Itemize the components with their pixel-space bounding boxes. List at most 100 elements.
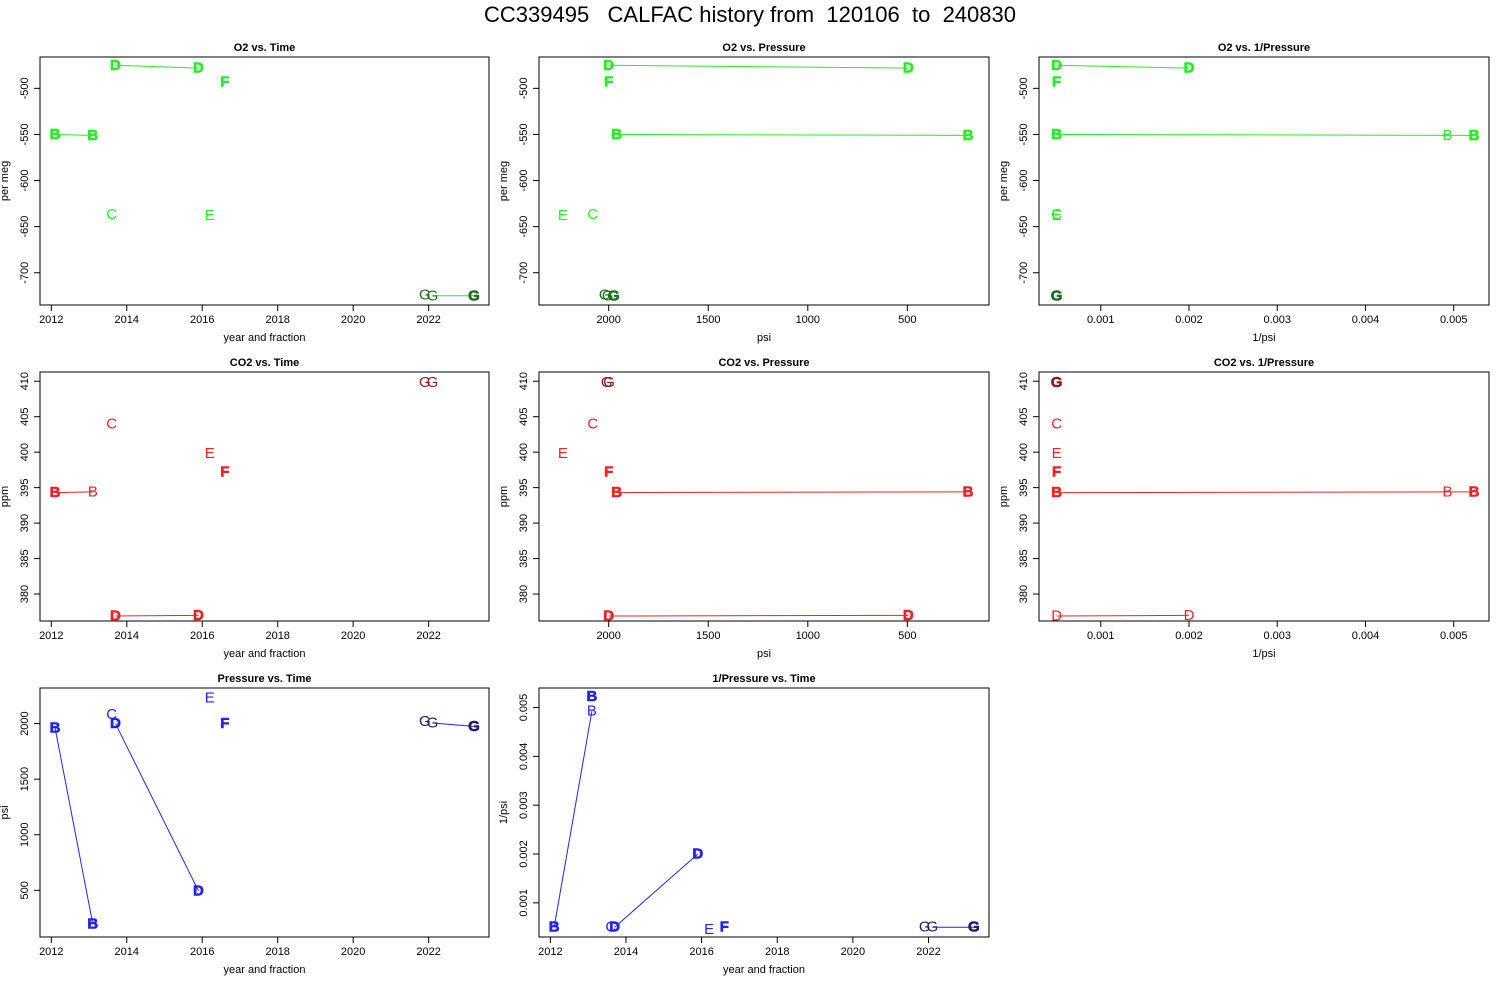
data-point: B — [1051, 484, 1062, 501]
y-tick-label: 400 — [1018, 443, 1030, 461]
series-line — [1056, 491, 1475, 494]
data-point: F — [220, 73, 229, 90]
panel-3: O2 vs. 1/Pressure 0.001 0.002 0.003 0.004 0.0… — [998, 42, 1490, 344]
data-point: B — [87, 916, 98, 933]
panel-6: CO2 vs. 1/Pressure 0.001 0.002 0.003 0.004 0.… — [998, 357, 1490, 660]
y-tick-label: 0.005 — [518, 694, 530, 722]
data-point: G — [926, 919, 938, 936]
data-point: D — [692, 846, 703, 863]
x-tick-label: 0.003 — [1263, 630, 1291, 642]
y-axis-label: ppm — [998, 486, 1010, 507]
x-tick-label: 2012 — [538, 946, 562, 958]
y-tick-label: 385 — [1018, 549, 1030, 567]
data-point: G — [601, 374, 613, 391]
x-tick-label: 0.005 — [1440, 630, 1468, 642]
panel-7: Pressure vs. Time 2012 2014 2016 2018 2020 202… — [0, 673, 490, 976]
data-point: D — [1184, 607, 1195, 624]
data-point: B — [611, 126, 622, 143]
data-point: F — [1052, 73, 1061, 90]
plot-frame — [538, 371, 990, 622]
data-point: B — [549, 919, 560, 936]
plot-frame — [39, 371, 490, 622]
plot-frame — [538, 687, 990, 938]
y-axis-label: ppm — [0, 486, 11, 507]
y-tick-label: -500 — [19, 77, 31, 99]
series-line — [1056, 64, 1190, 69]
y-tick-label: 410 — [518, 372, 530, 390]
x-tick-label: 2014 — [614, 946, 638, 958]
data-point: D — [1184, 60, 1195, 77]
series-line — [608, 64, 909, 69]
x-tick-label: 2012 — [39, 946, 63, 958]
panel-2: O2 vs. Pressure 2000 1500 1000 500 -500 -550 -6… — [498, 42, 990, 344]
data-point: D — [609, 919, 620, 936]
series-line — [115, 64, 199, 69]
series-line — [1056, 133, 1475, 136]
y-tick-label: -650 — [19, 216, 31, 238]
series-line — [115, 723, 199, 892]
data-point: B — [1051, 126, 1062, 143]
y-tick-label: 0.004 — [518, 743, 530, 771]
y-tick-label: -600 — [518, 170, 530, 192]
y-tick-label: -550 — [518, 123, 530, 145]
y-tick-label: 380 — [1018, 585, 1030, 603]
y-tick-label: -600 — [19, 170, 31, 192]
x-tick-label: 2022 — [416, 630, 440, 642]
panel-title: 1/Pressure vs. Time — [712, 673, 815, 685]
data-point: G — [968, 919, 980, 936]
data-point: G — [1051, 374, 1063, 391]
data-point: B — [50, 484, 61, 501]
data-point: C — [605, 919, 616, 936]
data-point: G — [427, 715, 439, 732]
series-line — [616, 491, 969, 494]
x-tick-label: 1500 — [696, 314, 720, 326]
data-point: D — [110, 57, 121, 74]
data-point: D — [193, 60, 204, 77]
data-point: G — [608, 287, 620, 304]
data-point: G — [427, 287, 439, 304]
x-tick-label: 1000 — [796, 630, 820, 642]
x-tick-label: 2014 — [115, 630, 139, 642]
x-tick-label: 2018 — [265, 630, 289, 642]
series-line — [55, 133, 93, 136]
data-point: B — [587, 702, 597, 719]
data-point: G — [419, 374, 431, 391]
data-point: F — [220, 464, 229, 481]
panel-4: CO2 vs. Time 2012 2014 2016 2018 2020 2022 380 3… — [0, 357, 490, 660]
y-tick-label: 380 — [19, 585, 31, 603]
plot-frame — [39, 687, 490, 938]
plot-frame — [39, 56, 490, 306]
data-point: D — [903, 607, 914, 624]
x-axis-label: year and fraction — [224, 648, 306, 660]
panel-title: CO2 vs. Pressure — [718, 357, 809, 369]
x-tick-label: 2000 — [596, 314, 620, 326]
x-axis-label: year and fraction — [723, 964, 805, 976]
data-point: G — [1051, 287, 1063, 304]
x-tick-label: 0.002 — [1175, 314, 1203, 326]
data-point: G — [599, 286, 611, 303]
x-tick-label: 2014 — [115, 946, 139, 958]
x-tick-label: 2020 — [341, 946, 365, 958]
x-tick-label: 1000 — [796, 314, 820, 326]
plot-frame — [1038, 371, 1490, 622]
data-point: G — [468, 287, 480, 304]
data-point: G — [419, 286, 431, 303]
y-tick-label: 410 — [19, 372, 31, 390]
y-tick-label: 390 — [518, 514, 530, 532]
data-point: B — [611, 484, 622, 501]
series-line — [608, 614, 909, 617]
data-point: B — [50, 126, 61, 143]
x-tick-label: 2016 — [190, 946, 214, 958]
x-axis-label: year and fraction — [224, 964, 306, 976]
x-tick-label: 0.004 — [1352, 314, 1380, 326]
x-tick-label: 2022 — [916, 946, 940, 958]
y-tick-label: -600 — [1018, 170, 1030, 192]
y-tick-label: 405 — [518, 408, 530, 426]
panel-title: O2 vs. 1/Pressure — [1218, 42, 1310, 54]
y-tick-label: 1500 — [19, 767, 31, 791]
data-point: G — [427, 374, 439, 391]
x-tick-label: 2014 — [115, 314, 139, 326]
series-line — [115, 614, 199, 617]
y-tick-label: 385 — [19, 549, 31, 567]
y-axis-label: per meg — [498, 161, 510, 201]
